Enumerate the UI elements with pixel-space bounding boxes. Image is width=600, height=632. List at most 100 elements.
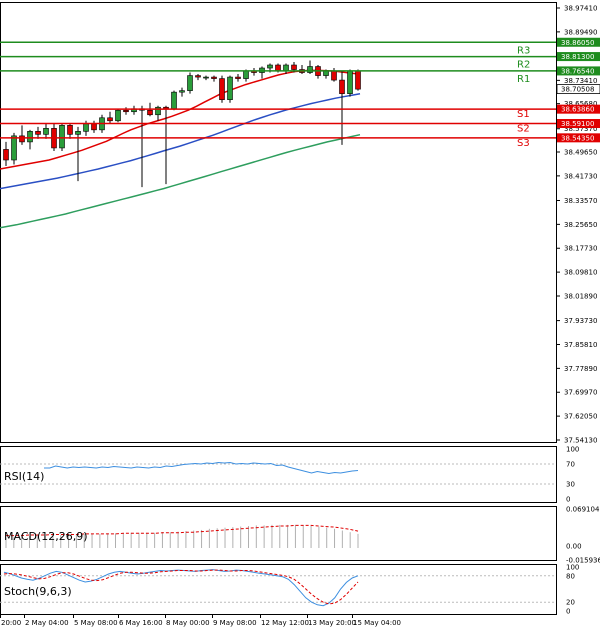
main-ytick-label: 38.25650 xyxy=(564,221,597,229)
level-price-tag-s2 xyxy=(557,119,600,129)
main-ytick-label: 38.33570 xyxy=(564,197,597,205)
candle-body-down xyxy=(91,123,97,131)
level-label-s1: S1 xyxy=(517,109,530,120)
main-ytick-label: 37.62050 xyxy=(564,413,597,421)
xtick-label: 15 May 04:00 xyxy=(353,619,401,627)
level-price-tag-text: 38.54350 xyxy=(561,134,594,142)
macd-ytick-label: 0.00 xyxy=(566,543,582,551)
candle-body-down xyxy=(331,70,337,81)
candle-body-down xyxy=(355,70,361,90)
candle-body-up xyxy=(267,64,273,69)
candle-body-down xyxy=(35,131,41,135)
level-price-tag-text: 38.76540 xyxy=(561,67,594,75)
macd-pane-border xyxy=(0,506,557,561)
level-price-tag-s3 xyxy=(557,133,600,143)
stoch-title: Stoch(9,6,3) xyxy=(4,585,72,598)
xtick-label: 8 May 00:00 xyxy=(166,619,210,627)
level-price-tag-r2 xyxy=(557,52,600,62)
candle-body-up xyxy=(323,70,329,76)
stoch-ytick-label: 0 xyxy=(566,608,570,616)
rsi-line xyxy=(44,461,359,475)
main-ytick-label: 38.17730 xyxy=(564,245,597,253)
current-price-label: 38.70508 xyxy=(561,86,594,94)
ma-red-line xyxy=(0,69,361,170)
main-ytick-label: 37.69970 xyxy=(564,389,597,397)
xtick-label: 12 May 12:00 xyxy=(261,619,309,627)
macd-title: MACD(12,26,9) xyxy=(4,530,88,543)
current-price-tag xyxy=(556,84,600,95)
candle-body-up xyxy=(83,123,89,132)
candle-body-down xyxy=(235,76,241,79)
main-ytick-label: 38.41730 xyxy=(564,172,597,180)
candle-body-down xyxy=(147,109,153,116)
main-ytick-label: 38.09810 xyxy=(564,269,597,277)
main-ytick-label: 38.65680 xyxy=(564,100,597,108)
candle-body-up xyxy=(283,64,289,72)
xtick-label: 9 May 08:00 xyxy=(213,619,257,627)
stoch-d-line xyxy=(3,569,359,605)
rsi-ytick-label: 0 xyxy=(566,496,570,504)
rsi-pane-border xyxy=(0,446,557,503)
xtick-label: 2 May 04:00 xyxy=(25,619,69,627)
main-ytick-label: 37.85810 xyxy=(564,341,597,349)
main-ytick-label: 37.77890 xyxy=(564,365,597,373)
candle-body-up xyxy=(187,75,193,91)
macd-ytick-label: 0.069104 xyxy=(566,506,600,514)
rsi-ytick-label: 30 xyxy=(566,481,575,489)
level-label-s3: S3 xyxy=(517,138,530,149)
main-ytick-label: 38.49650 xyxy=(564,149,597,157)
level-price-tag-text: 38.86050 xyxy=(561,39,594,47)
candle-body-down xyxy=(291,64,297,70)
xtick-label: 5 May 08:00 xyxy=(74,619,118,627)
candle-body-up xyxy=(155,106,161,116)
level-price-tag-text: 38.63860 xyxy=(561,106,594,114)
level-price-tag-r1 xyxy=(557,66,600,76)
candle-body-down xyxy=(67,125,73,135)
main-ytick-label: 38.57370 xyxy=(564,125,597,133)
xtick-label: 13 May 20:00 xyxy=(308,619,356,627)
stoch-ytick-label: 80 xyxy=(566,572,575,580)
candle-body-up xyxy=(347,70,353,94)
xtick-label: 20:00 xyxy=(1,619,21,627)
candle-body-up xyxy=(59,125,65,149)
stoch-pane-border xyxy=(0,564,557,615)
main-ytick-label: 38.89490 xyxy=(564,28,597,36)
main-ytick-label: 37.54130 xyxy=(564,437,597,445)
candle-body-down xyxy=(195,75,201,78)
candle-body-up xyxy=(75,131,81,135)
candle-body-up xyxy=(11,135,17,161)
rsi-title: RSI(14) xyxy=(4,470,44,483)
level-price-tag-s1 xyxy=(557,104,600,114)
macd-ytick-label: -0.015936 xyxy=(566,557,600,565)
ma-green-line xyxy=(0,133,361,229)
rsi-ytick-label: 100 xyxy=(566,446,579,454)
level-price-tag-r3 xyxy=(557,37,600,47)
stoch-ytick-label: 100 xyxy=(566,564,579,572)
rsi-ytick-label: 70 xyxy=(566,461,575,469)
candle-body-down xyxy=(339,79,345,94)
level-price-tag-text: 38.59100 xyxy=(561,120,594,128)
candle-body-up xyxy=(115,109,121,122)
level-label-r1: R1 xyxy=(517,74,530,85)
candle-body-up xyxy=(203,76,209,79)
level-label-r3: R3 xyxy=(517,45,530,56)
stoch-ytick-label: 20 xyxy=(566,599,575,607)
candle-body-up xyxy=(307,66,313,73)
candle-body-down xyxy=(275,64,281,72)
main-ytick-label: 38.97410 xyxy=(564,5,597,13)
level-price-tag-text: 38.81300 xyxy=(561,53,594,61)
ma-blue-line xyxy=(0,92,361,190)
main-ytick-label: 37.93730 xyxy=(564,317,597,325)
candle-body-down xyxy=(211,76,217,79)
candle-body-up xyxy=(227,76,233,100)
candle-body-up xyxy=(43,128,49,135)
candle-body-down xyxy=(3,149,9,161)
candle-body-up xyxy=(243,70,249,79)
main-ytick-label: 38.01890 xyxy=(564,293,597,301)
candle-body-down xyxy=(107,117,113,122)
candle-body-up xyxy=(179,90,185,93)
main-ytick-label: 38.73410 xyxy=(564,77,597,85)
level-label-s2: S2 xyxy=(517,124,530,135)
candle-body-up xyxy=(171,91,177,110)
